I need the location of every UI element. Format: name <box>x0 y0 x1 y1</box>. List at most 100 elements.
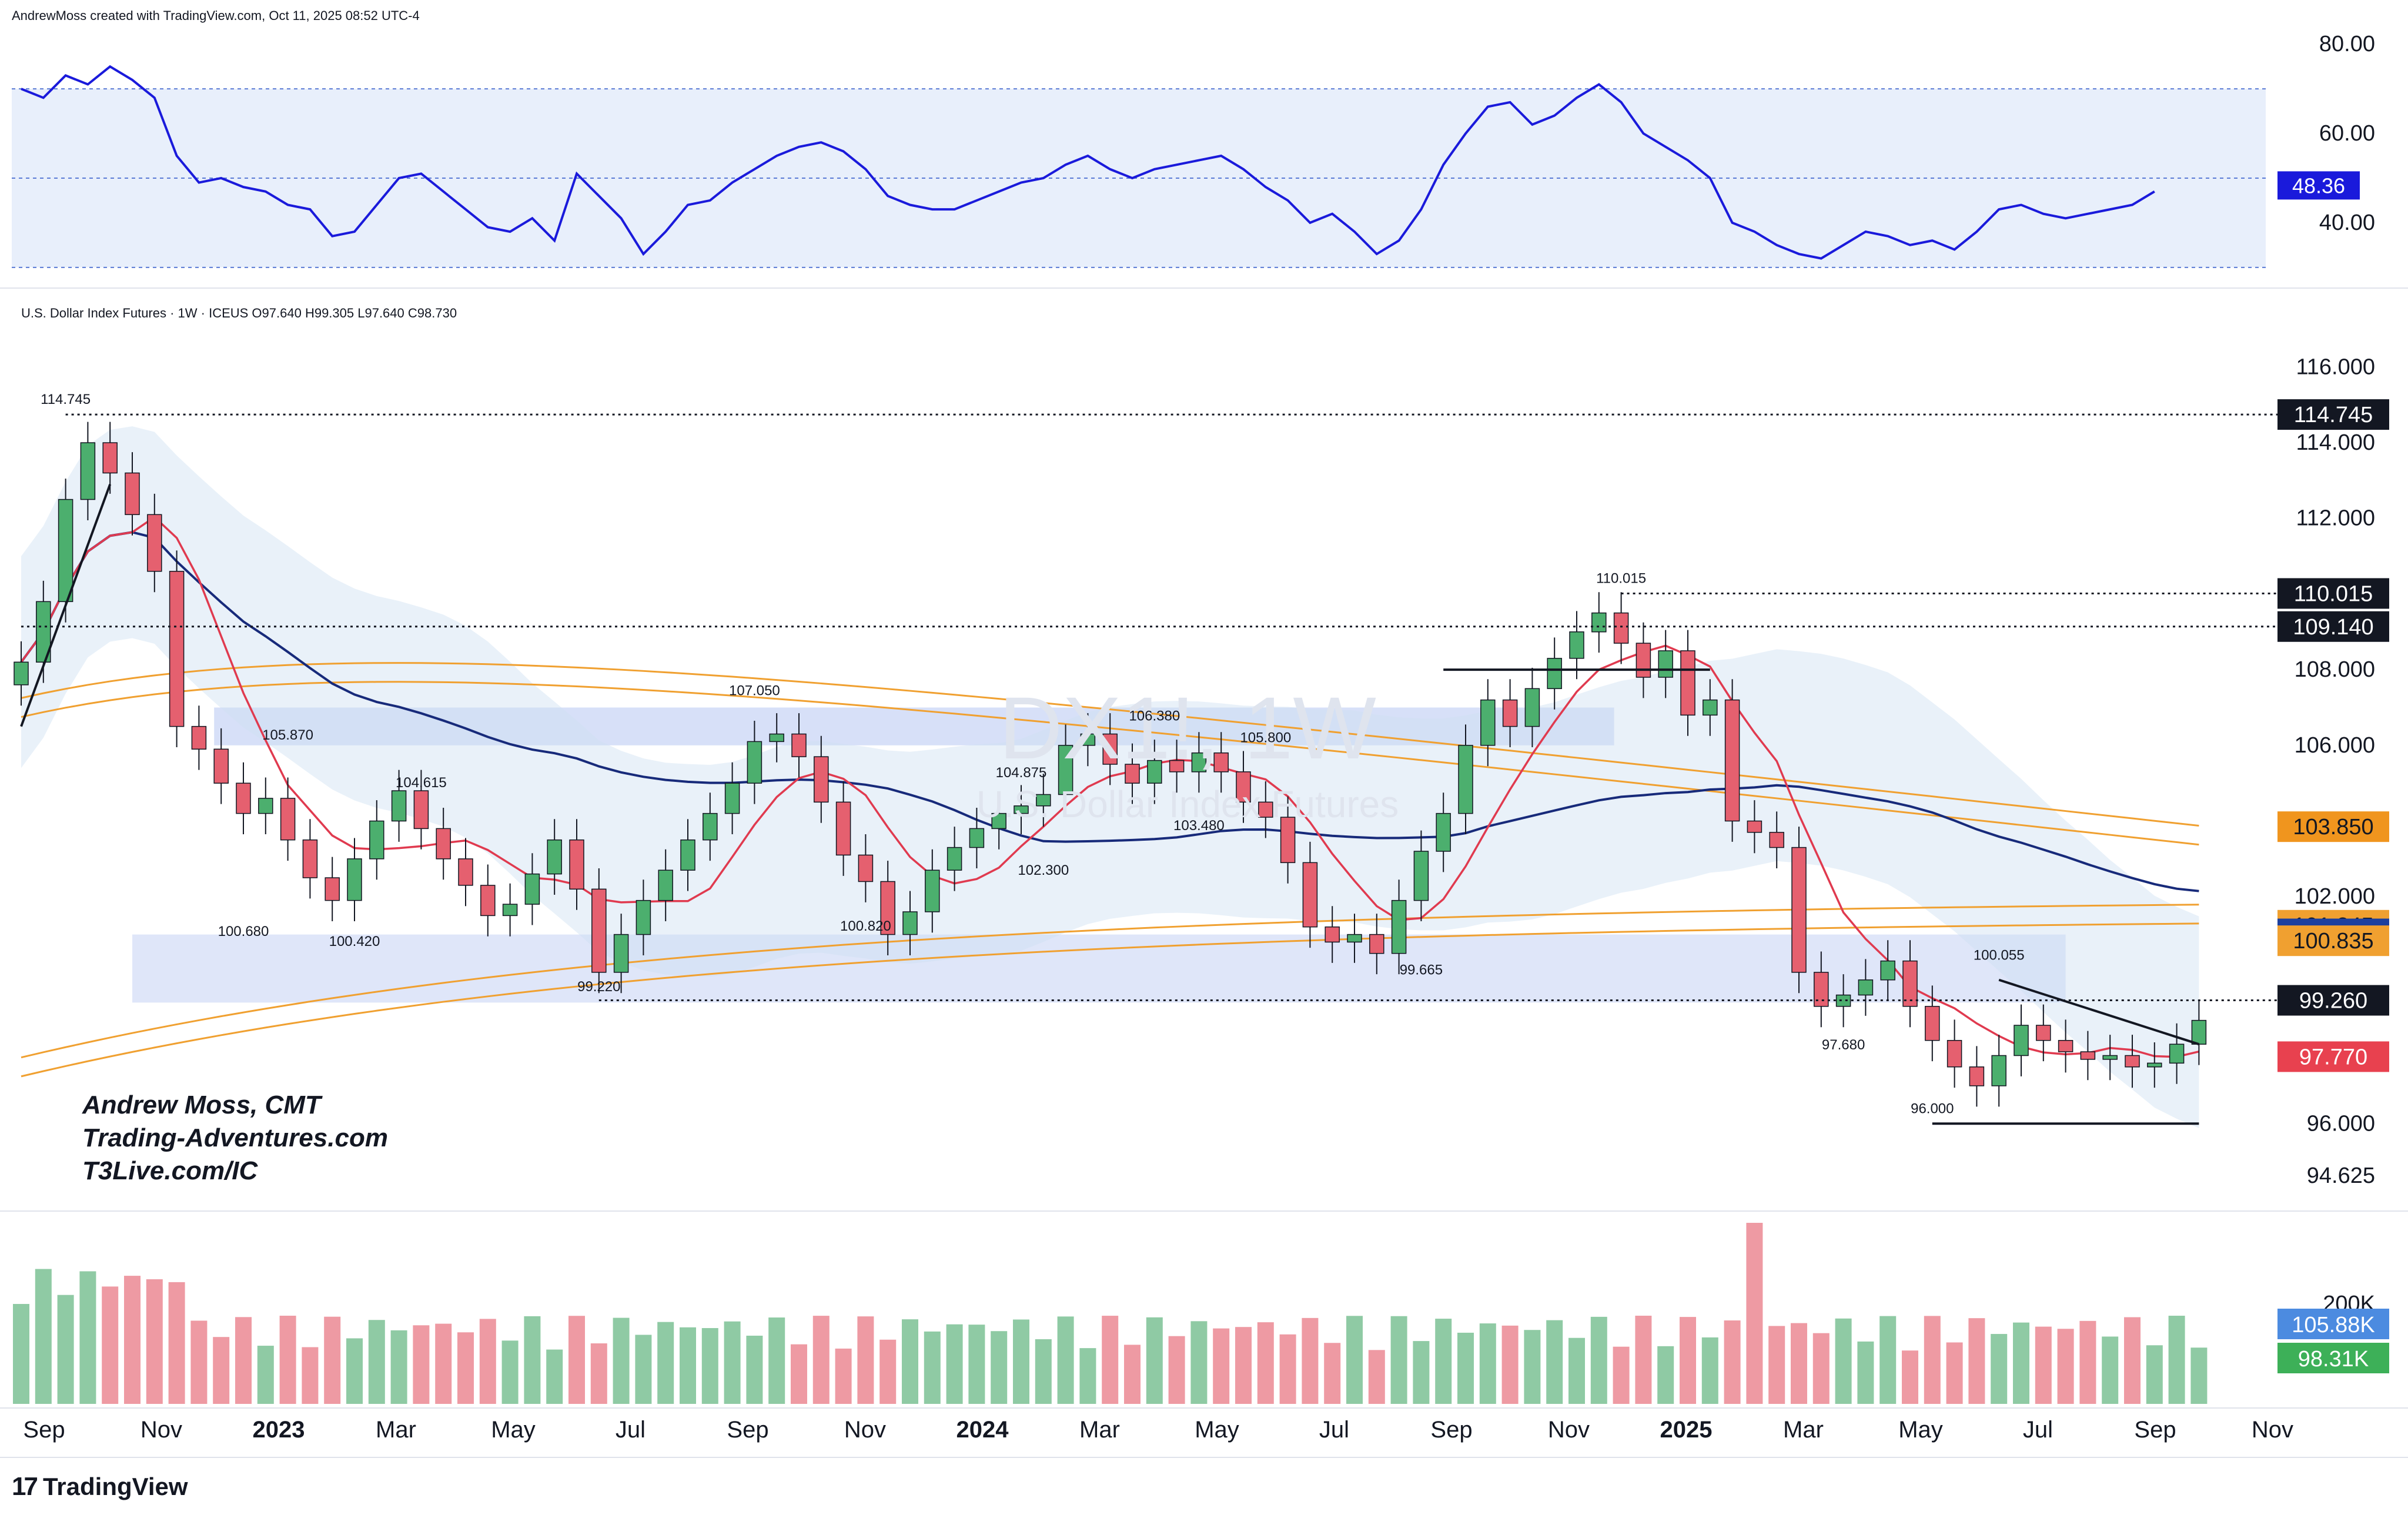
candle-body <box>14 661 29 685</box>
candle-body <box>858 854 874 882</box>
trend-line <box>1998 978 2200 1046</box>
candle <box>236 762 251 835</box>
volume-badge-label: 98.31K <box>2298 1347 2369 1372</box>
ma-40 <box>20 531 2199 892</box>
price-axis[interactable]: 116.000114.000112.000110.000108.000106.0… <box>2277 32 2389 1373</box>
rsi-tick-label: 40.00 <box>2319 210 2375 235</box>
price-annotation: 102.300 <box>1018 862 1069 878</box>
time-tick-label: 2023 <box>253 1417 305 1443</box>
volume-bar <box>1368 1350 1385 1404</box>
volume-bar <box>1590 1316 1607 1404</box>
candle-body <box>680 839 695 871</box>
symbol-ohlc-legend: U.S. Dollar Index Futures · 1W · ICEUS O… <box>21 306 457 320</box>
volume-bar <box>2013 1322 2029 1404</box>
price-badge-label: 110.015 <box>2294 581 2373 606</box>
candle-body <box>1213 752 1229 772</box>
volume-bar <box>1968 1318 1985 1404</box>
volume-bar <box>546 1349 563 1404</box>
volume-bar <box>2168 1316 2185 1404</box>
candle <box>880 861 895 955</box>
volume-panel <box>13 1223 2208 1404</box>
candle <box>1436 792 1451 872</box>
volume-bar <box>1501 1325 1519 1404</box>
candle-body <box>458 858 473 886</box>
candle-body <box>947 847 962 871</box>
price-badge <box>2277 925 2389 957</box>
volume-bar <box>2035 1326 2052 1404</box>
candle <box>2058 1019 2073 1073</box>
candle <box>1524 667 1540 748</box>
candle-body <box>325 877 340 901</box>
candle-body <box>191 725 207 750</box>
candle <box>58 479 73 623</box>
candle <box>2125 1035 2140 1088</box>
support-zone <box>132 934 2066 1003</box>
candle-body <box>814 756 829 803</box>
price-annotation: 107.050 <box>729 683 780 698</box>
time-tick-label: May <box>1898 1417 1943 1443</box>
candle-body <box>1102 733 1118 765</box>
tradingview-logo[interactable]: 17 TradingView <box>12 1472 188 1501</box>
volume-bar <box>724 1321 741 1404</box>
time-axis[interactable]: Sep Nov 2023 Mar May Jul Sep Nov 2024 Mar May Jul Se… <box>23 1417 2293 1443</box>
price-annotation: 96.000 <box>1911 1101 1954 1116</box>
candle <box>1458 724 1473 835</box>
volume-bar <box>324 1316 341 1404</box>
candle <box>413 770 429 850</box>
volume-bar <box>946 1324 963 1404</box>
volume-badge-label: 105.88K <box>2292 1313 2375 1337</box>
volume-bar <box>457 1332 474 1404</box>
volume-bar <box>1902 1350 1918 1404</box>
time-tick-label: 2025 <box>1660 1417 1713 1443</box>
time-tick-label: Nov <box>141 1417 182 1443</box>
candle-body <box>2191 1019 2207 1045</box>
candle-body <box>1258 801 1273 818</box>
volume-bar <box>279 1316 296 1404</box>
candle <box>1703 679 1718 736</box>
volume-bar <box>124 1276 141 1404</box>
candle <box>1569 611 1584 680</box>
price-tick-label: 94.625 <box>2307 1163 2375 1188</box>
candle-body <box>102 442 118 474</box>
candle-body <box>125 472 140 516</box>
volume-bar <box>2079 1320 2096 1404</box>
rsi-tick-label: 80.00 <box>2319 32 2375 56</box>
candle-body <box>2036 1025 2051 1041</box>
candle <box>1902 940 1918 1028</box>
tradingview-wordmark: TradingView <box>42 1473 188 1500</box>
candle <box>502 883 518 937</box>
time-tick-label: Nov <box>844 1417 886 1443</box>
candle <box>2169 1023 2185 1084</box>
candle <box>636 879 651 955</box>
candle-body <box>1947 1039 1962 1068</box>
candle-body <box>2080 1051 2096 1060</box>
candle <box>1547 637 1562 710</box>
author-name: Andrew Moss, CMT <box>82 1091 321 1119</box>
candle <box>2102 1035 2118 1081</box>
volume-bar <box>368 1320 385 1404</box>
candle <box>125 452 140 536</box>
volume-bar <box>1390 1316 1407 1404</box>
watermark-symbol: DX1!, 1W <box>999 678 1376 777</box>
volume-bar <box>2146 1345 2163 1404</box>
candle-body <box>636 899 651 935</box>
volume-bar <box>1257 1322 1274 1404</box>
volume-bar <box>1346 1316 1363 1404</box>
volume-bar <box>146 1279 163 1404</box>
candle-body <box>1747 820 1762 833</box>
volume-bar <box>1613 1346 1630 1404</box>
author-site2: T3Live.com/IC <box>82 1156 258 1185</box>
volume-bar <box>657 1322 674 1404</box>
candle <box>1036 774 1051 827</box>
candle-body <box>1703 699 1718 716</box>
candle-body <box>613 934 629 973</box>
price-badge <box>2277 1041 2389 1072</box>
candle-body <box>1769 832 1784 848</box>
volume-badge <box>2277 1309 2389 1339</box>
volume-bar <box>1568 1337 1585 1404</box>
volume-bar <box>1812 1333 1830 1404</box>
volume-bar <box>1057 1316 1074 1404</box>
ma-200-band <box>21 922 2199 1078</box>
volume-bar <box>213 1337 230 1404</box>
